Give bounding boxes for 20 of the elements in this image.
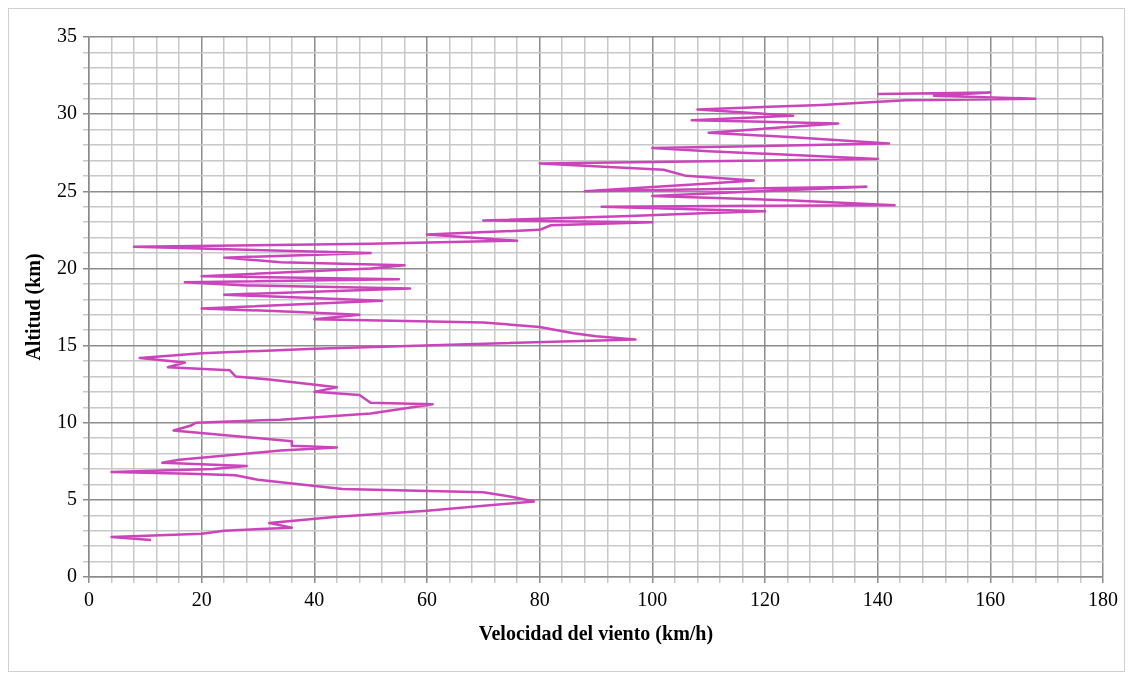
x-tick-label: 80: [529, 588, 550, 611]
x-tick-label: 180: [1088, 588, 1118, 611]
y-tick-label: 5: [67, 487, 77, 510]
y-tick-label: 35: [57, 24, 77, 47]
x-axis-title: Velocidad del viento (km/h): [478, 622, 714, 646]
y-tick-label: 0: [67, 564, 77, 587]
x-tick-label: 20: [191, 588, 212, 611]
x-tick-label: 120: [750, 588, 780, 611]
y-tick-label: 10: [57, 409, 77, 432]
y-tick-label: 15: [57, 332, 77, 355]
y-tick-label: 30: [57, 101, 77, 124]
y-tick-label: 25: [57, 178, 77, 201]
x-tick-label: 0: [84, 588, 94, 611]
x-tick-label: 140: [862, 588, 893, 611]
x-tick-label: 100: [637, 588, 668, 611]
y-axis-title: Altitud (km): [22, 253, 46, 361]
x-tick-label: 60: [417, 588, 437, 611]
x-tick-label: 40: [304, 588, 325, 611]
x-tick-label: 160: [975, 588, 1006, 611]
y-tick-label: 20: [57, 255, 77, 278]
